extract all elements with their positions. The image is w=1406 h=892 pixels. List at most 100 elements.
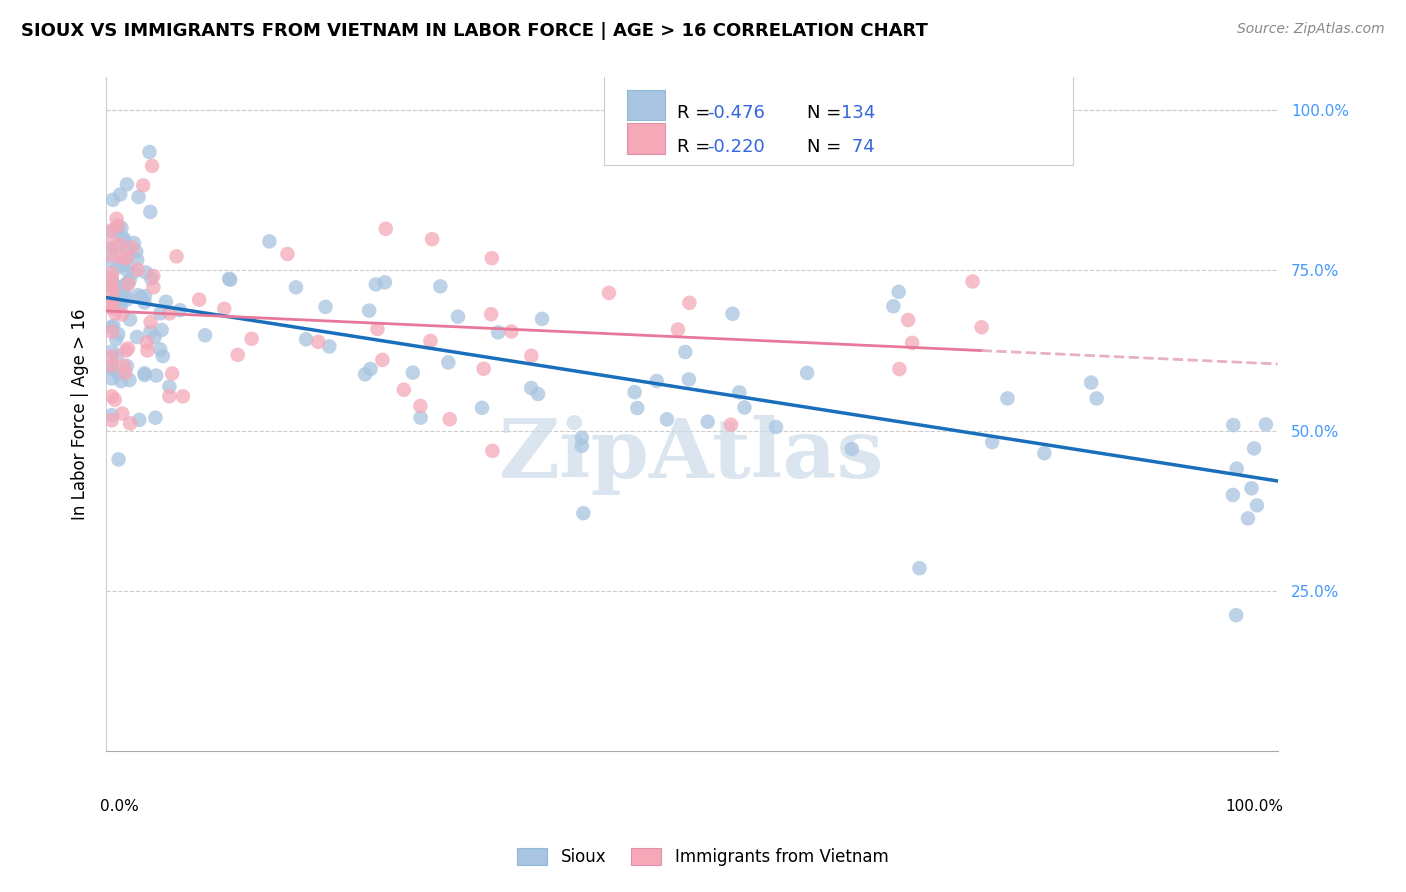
Point xyxy=(360,362,382,376)
Point xyxy=(128,413,150,427)
Point xyxy=(104,241,127,255)
Point xyxy=(276,247,298,261)
Text: N =: N = xyxy=(807,104,846,122)
Point xyxy=(101,193,124,207)
Point xyxy=(100,299,122,313)
Point xyxy=(122,235,145,250)
Point xyxy=(103,279,125,293)
Point xyxy=(134,367,156,381)
Point xyxy=(100,320,122,334)
Point xyxy=(572,506,595,520)
Point xyxy=(419,334,441,348)
Point xyxy=(159,306,181,320)
Point xyxy=(1240,481,1263,495)
Point xyxy=(226,348,249,362)
Point xyxy=(354,368,377,382)
Point xyxy=(107,452,129,467)
Point xyxy=(1222,488,1244,502)
Point xyxy=(142,268,165,283)
Point xyxy=(121,240,143,254)
Point xyxy=(115,277,138,291)
Text: N =: N = xyxy=(807,138,846,156)
Point xyxy=(1225,608,1247,623)
Point xyxy=(117,277,139,292)
Point xyxy=(678,295,700,310)
Point xyxy=(110,187,132,202)
Point xyxy=(100,360,122,375)
Point xyxy=(571,431,593,445)
Point xyxy=(1226,461,1249,475)
Text: Source: ZipAtlas.com: Source: ZipAtlas.com xyxy=(1237,22,1385,37)
Point xyxy=(219,273,242,287)
Text: 74: 74 xyxy=(846,138,875,156)
Point xyxy=(104,279,127,293)
Text: ZipAtlas: ZipAtlas xyxy=(499,415,884,495)
Point xyxy=(100,301,122,315)
Point xyxy=(107,327,129,342)
Point xyxy=(1254,417,1277,432)
Point xyxy=(112,232,135,246)
Point xyxy=(166,249,188,263)
Point xyxy=(138,145,160,159)
Point xyxy=(841,442,863,456)
Point xyxy=(882,299,904,313)
Point xyxy=(409,399,432,413)
Point xyxy=(100,270,122,285)
Point xyxy=(100,389,122,403)
Point xyxy=(127,252,149,267)
Point xyxy=(100,223,122,237)
Point xyxy=(150,323,173,337)
Point xyxy=(100,298,122,312)
Point xyxy=(118,373,141,387)
Text: -0.220: -0.220 xyxy=(707,138,765,156)
Point xyxy=(110,289,132,303)
Text: 0.0%: 0.0% xyxy=(100,798,139,814)
Point xyxy=(118,273,141,287)
Point xyxy=(100,325,122,339)
Point xyxy=(359,303,381,318)
Point xyxy=(111,230,134,244)
Point xyxy=(101,236,124,251)
Point xyxy=(108,297,131,311)
Point xyxy=(142,280,165,294)
Point xyxy=(111,283,134,297)
Point xyxy=(409,410,432,425)
Point xyxy=(1222,417,1244,432)
Point xyxy=(139,205,162,219)
Point xyxy=(139,325,162,339)
Point xyxy=(139,315,162,329)
Point xyxy=(100,249,122,263)
Point xyxy=(107,367,129,381)
Point xyxy=(120,312,142,326)
Point xyxy=(520,349,543,363)
Point xyxy=(125,330,148,344)
Point xyxy=(626,401,648,415)
Point xyxy=(100,241,122,255)
Point xyxy=(721,307,744,321)
Point xyxy=(655,412,678,426)
Point xyxy=(141,271,163,285)
Point xyxy=(108,280,131,294)
Point xyxy=(101,293,124,308)
Point xyxy=(218,271,240,285)
FancyBboxPatch shape xyxy=(627,123,665,153)
Point xyxy=(728,385,751,400)
Point xyxy=(314,300,336,314)
Point xyxy=(115,359,138,373)
Point xyxy=(110,237,132,252)
Point xyxy=(970,320,993,334)
Point xyxy=(100,273,122,287)
Point xyxy=(439,412,461,426)
Point xyxy=(101,277,124,291)
Point xyxy=(481,251,503,265)
Point xyxy=(733,401,755,415)
Point xyxy=(105,289,128,303)
Point xyxy=(531,312,554,326)
FancyBboxPatch shape xyxy=(627,89,665,120)
Point xyxy=(129,290,152,304)
Point xyxy=(1237,511,1260,525)
Point xyxy=(673,345,696,359)
Text: R =: R = xyxy=(676,138,716,156)
Point xyxy=(481,443,503,458)
Point xyxy=(623,385,645,400)
